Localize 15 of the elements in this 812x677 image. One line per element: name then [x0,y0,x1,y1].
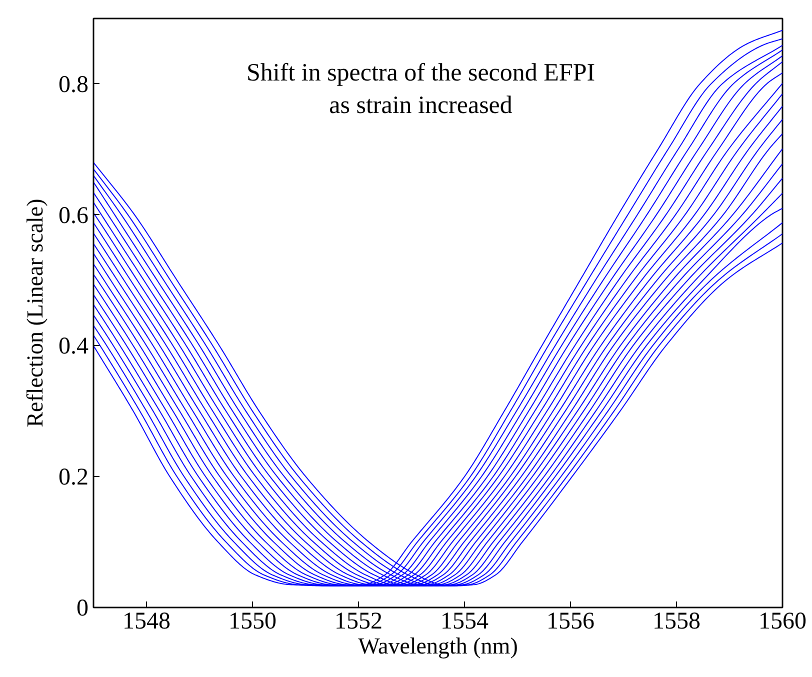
x-tick-label: 1548 [122,608,170,634]
x-tick-label: 1554 [440,608,488,634]
x-tick-label: 1550 [228,608,276,634]
x-tick-label: 1556 [546,608,594,634]
y-tick-label: 0 [76,596,88,622]
y-tick-label: 0.2 [58,464,88,491]
x-axis-title: Wavelength (nm) [358,634,518,658]
x-tick-label: 1558 [652,608,700,634]
y-tick-label: 0.6 [58,202,88,229]
y-axis-title: Reflection (Linear scale) [22,198,48,428]
x-tick-label: 1560 [758,608,806,634]
annotation: Shift in spectra of the second EFPI as strain increased [246,60,596,120]
x-tick-label: 1552 [334,608,382,634]
y-tick-label: 0.4 [58,334,88,360]
y-tick-label: 0.8 [58,72,88,98]
